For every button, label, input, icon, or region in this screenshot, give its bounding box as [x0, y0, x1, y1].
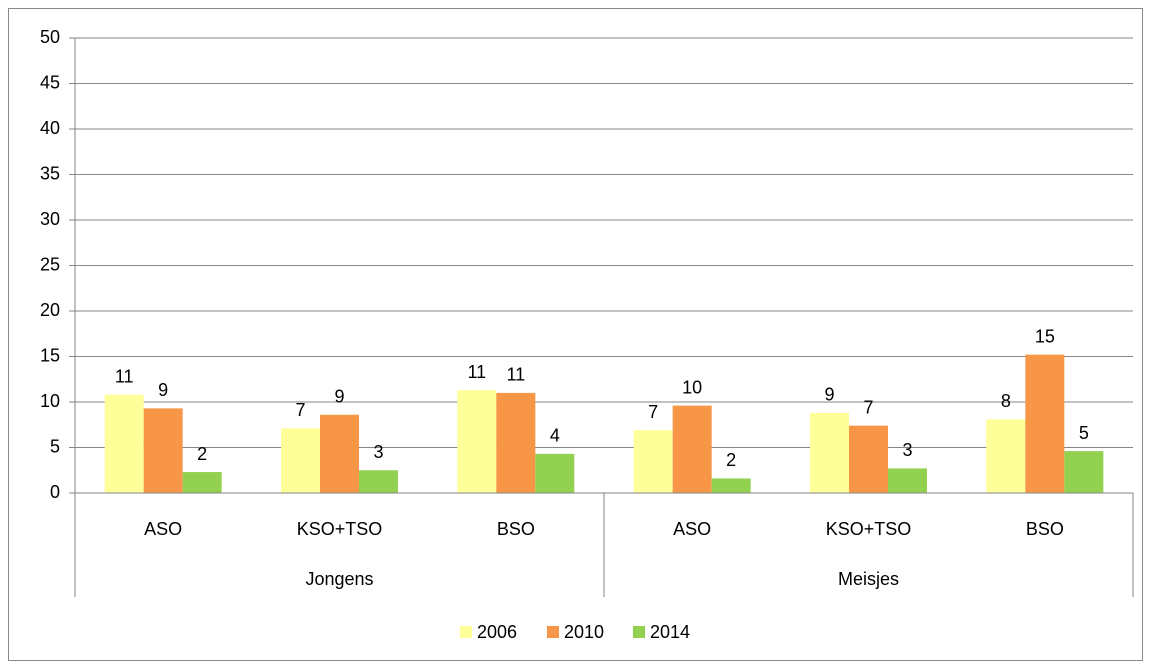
y-tick-label: 40: [40, 118, 60, 138]
y-tick-label: 25: [40, 254, 60, 274]
bar: [359, 470, 398, 493]
data-label: 9: [824, 385, 834, 405]
legend-swatch: [633, 626, 645, 638]
bar: [849, 425, 888, 493]
y-tick-label: 30: [40, 209, 60, 229]
bar: [182, 472, 222, 493]
bar: [986, 419, 1026, 493]
legend-label: 2010: [564, 622, 604, 642]
data-label: 2: [197, 444, 207, 464]
x-tick-label: KSO+TSO: [826, 519, 912, 539]
bar: [1025, 354, 1065, 493]
data-label: 7: [295, 400, 305, 420]
bar: [281, 428, 320, 493]
bar: [810, 412, 849, 493]
bar: [535, 453, 575, 493]
data-label: 7: [863, 397, 873, 417]
x-tick-label: KSO+TSO: [297, 519, 383, 539]
bar: [457, 390, 497, 493]
data-label: 9: [334, 386, 344, 406]
x-tick-label: BSO: [497, 519, 535, 539]
y-tick-label: 35: [40, 163, 60, 183]
y-tick-label: 5: [50, 436, 60, 456]
data-label: 7: [648, 402, 658, 422]
bar: [104, 394, 144, 493]
bar: [1064, 451, 1104, 493]
bar: [672, 405, 712, 493]
bar: [711, 478, 751, 493]
bar: [496, 392, 536, 493]
data-label: 11: [115, 366, 134, 386]
y-tick-label: 15: [40, 345, 60, 365]
y-tick-label: 20: [40, 300, 60, 320]
bar: [143, 408, 183, 493]
data-label: 11: [467, 362, 486, 382]
chart-border: [8, 8, 1143, 661]
data-label: 10: [682, 377, 702, 397]
x-tick-label: ASO: [144, 519, 182, 539]
bar: [888, 468, 927, 493]
y-tick-label: 0: [50, 482, 60, 502]
legend-swatch: [547, 626, 559, 638]
data-label: 2: [726, 450, 736, 470]
group-label: Meisjes: [838, 569, 899, 589]
data-label: 3: [902, 440, 912, 460]
y-tick-label: 50: [40, 27, 60, 47]
bar: [633, 430, 673, 493]
data-label: 11: [506, 365, 525, 385]
data-label: 3: [373, 442, 383, 462]
legend-swatch: [460, 626, 472, 638]
data-label: 9: [158, 380, 168, 400]
bar: [320, 414, 359, 493]
data-label: 15: [1035, 326, 1055, 346]
y-tick-label: 10: [40, 391, 60, 411]
x-tick-label: BSO: [1026, 519, 1064, 539]
legend-label: 2014: [650, 622, 690, 642]
data-label: 4: [550, 426, 560, 446]
group-label: Jongens: [305, 569, 373, 589]
data-label: 5: [1079, 423, 1089, 443]
legend-label: 2006: [477, 622, 517, 642]
y-tick-label: 45: [40, 72, 60, 92]
x-tick-label: ASO: [673, 519, 711, 539]
data-label: 8: [1001, 391, 1011, 411]
